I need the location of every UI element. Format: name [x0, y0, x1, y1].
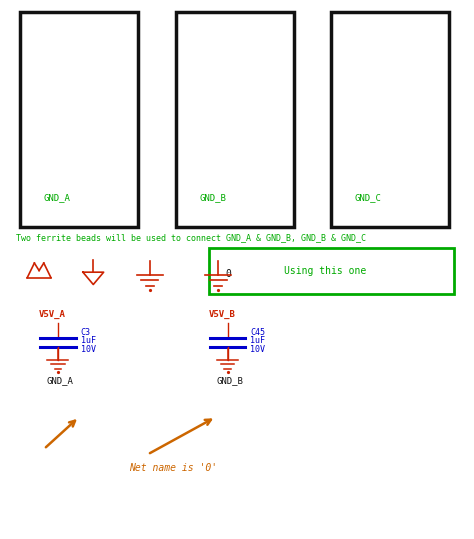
Text: Two ferrite beads will be used to connect GND_A & GND_B, GND_B & GND_C: Two ferrite beads will be used to connec… [16, 233, 365, 242]
Text: 1uF: 1uF [81, 336, 96, 345]
Text: GND_B: GND_B [217, 376, 243, 385]
Text: 10V: 10V [250, 344, 265, 354]
Bar [20, 12, 138, 226]
Text: GND_B: GND_B [199, 193, 226, 202]
Text: V5V_A: V5V_A [39, 310, 66, 319]
Bar [209, 248, 454, 294]
Bar [331, 12, 449, 226]
Text: C45: C45 [250, 328, 265, 337]
Text: Net name is '0': Net name is '0' [128, 462, 217, 473]
Text: 10V: 10V [81, 344, 96, 354]
Text: 0: 0 [225, 269, 231, 279]
Text: Using this one: Using this one [284, 266, 366, 276]
Bar [176, 12, 293, 226]
Text: C3: C3 [81, 328, 91, 337]
Text: V5V_B: V5V_B [209, 310, 236, 319]
Text: GND_A: GND_A [44, 193, 71, 202]
Text: GND_C: GND_C [355, 193, 382, 202]
Text: 1uF: 1uF [250, 336, 265, 345]
Text: GND_A: GND_A [47, 376, 74, 385]
